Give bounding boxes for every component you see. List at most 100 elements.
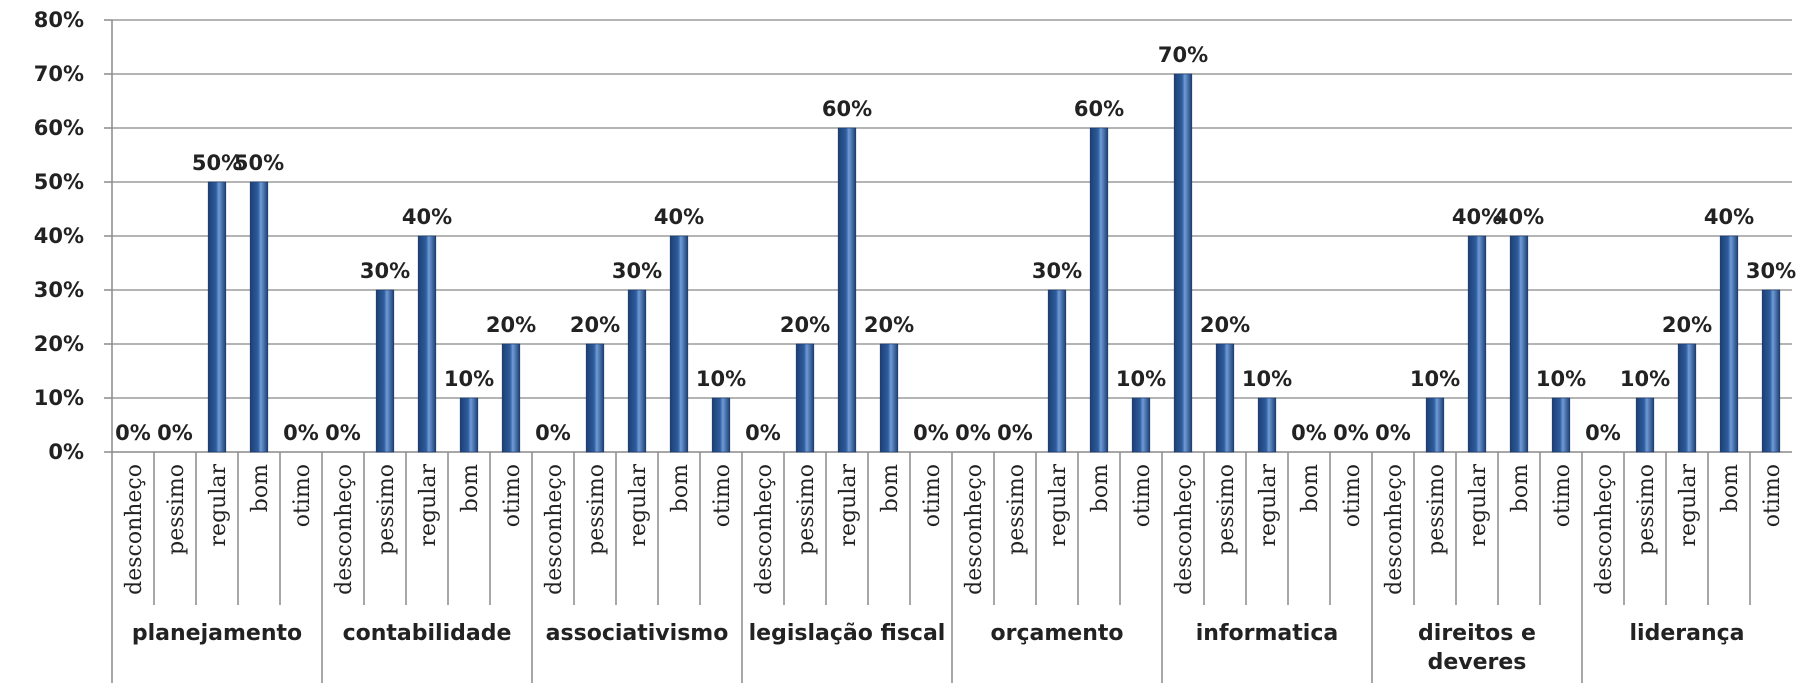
- category-label: pessimo: [164, 464, 189, 555]
- group-label: contabilidade: [343, 621, 512, 646]
- category-label: otimo: [500, 464, 525, 527]
- y-tick-label: 10%: [34, 386, 84, 410]
- bar: [249, 181, 269, 453]
- group-label: planejamento: [132, 621, 302, 646]
- bar: [1509, 235, 1529, 453]
- category-label: bom: [668, 464, 693, 512]
- data-label: 50%: [234, 151, 284, 175]
- category-label: pessimo: [1004, 464, 1029, 555]
- bar: [1215, 343, 1235, 453]
- category-label: bom: [1088, 464, 1113, 512]
- data-label: 0%: [1291, 421, 1327, 445]
- data-label: 0%: [1375, 421, 1411, 445]
- data-label: 0%: [1333, 421, 1369, 445]
- y-tick-label: 60%: [34, 116, 84, 140]
- y-tick-label: 80%: [34, 8, 84, 32]
- category-label: bom: [1718, 464, 1743, 512]
- category-label: regular: [626, 464, 651, 547]
- bar: [1719, 235, 1739, 453]
- category-label: bom: [878, 464, 903, 512]
- category-label: regular: [836, 464, 861, 547]
- bar: [1761, 289, 1781, 453]
- data-label: 0%: [745, 421, 781, 445]
- category-label: otimo: [920, 464, 945, 527]
- category-label: otimo: [290, 464, 315, 527]
- category-label: regular: [1466, 464, 1491, 547]
- data-label: 40%: [1704, 205, 1754, 229]
- category-label: desconheço: [1592, 464, 1617, 595]
- data-label: 20%: [486, 313, 536, 337]
- data-label: 0%: [157, 421, 193, 445]
- y-tick-label: 70%: [34, 62, 84, 86]
- category-label: desconheço: [1382, 464, 1407, 595]
- data-label: 10%: [1536, 367, 1586, 391]
- bar: [795, 343, 815, 453]
- bar: [585, 343, 605, 453]
- data-label: 10%: [444, 367, 494, 391]
- bar: [1551, 397, 1571, 453]
- data-label: 20%: [864, 313, 914, 337]
- category-label: bom: [1298, 464, 1323, 512]
- category-label: regular: [1676, 464, 1701, 547]
- data-label: 0%: [955, 421, 991, 445]
- data-label: 40%: [1452, 205, 1502, 229]
- data-label: 10%: [696, 367, 746, 391]
- bar: [459, 397, 479, 453]
- bar: [1635, 397, 1655, 453]
- data-label: 30%: [360, 259, 410, 283]
- y-tick-label: 20%: [34, 332, 84, 356]
- data-label: 10%: [1410, 367, 1460, 391]
- category-label: bom: [248, 464, 273, 512]
- data-label: 0%: [913, 421, 949, 445]
- bar: [1173, 73, 1193, 453]
- category-label: pessimo: [374, 464, 399, 555]
- data-label: 0%: [115, 421, 151, 445]
- bar: [669, 235, 689, 453]
- category-label: pessimo: [1634, 464, 1659, 555]
- bar: [837, 127, 857, 453]
- y-tick-label: 50%: [34, 170, 84, 194]
- data-label: 40%: [402, 205, 452, 229]
- category-label: regular: [1256, 464, 1281, 547]
- category-label: desconheço: [332, 464, 357, 595]
- bar: [1677, 343, 1697, 453]
- data-label: 20%: [1662, 313, 1712, 337]
- category-label: regular: [416, 464, 441, 547]
- data-label: 0%: [325, 421, 361, 445]
- data-label: 0%: [535, 421, 571, 445]
- data-label: 40%: [1494, 205, 1544, 229]
- data-label: 0%: [997, 421, 1033, 445]
- category-label: desconheço: [542, 464, 567, 595]
- category-label: pessimo: [1214, 464, 1239, 555]
- data-label: 40%: [654, 205, 704, 229]
- data-label: 30%: [1746, 259, 1796, 283]
- data-label: 20%: [1200, 313, 1250, 337]
- group-label-line: deveres: [1428, 650, 1527, 675]
- category-label: desconheço: [752, 464, 777, 595]
- category-label: pessimo: [794, 464, 819, 555]
- data-label: 70%: [1158, 43, 1208, 67]
- y-tick-label: 40%: [34, 224, 84, 248]
- bar: [375, 289, 395, 453]
- bar: [627, 289, 647, 453]
- data-label: 50%: [192, 151, 242, 175]
- data-label: 0%: [1585, 421, 1621, 445]
- bar: [1131, 397, 1151, 453]
- category-label: desconheço: [1172, 464, 1197, 595]
- bar: [501, 343, 521, 453]
- data-label: 30%: [1032, 259, 1082, 283]
- bar: [207, 181, 227, 453]
- group-label-line: direitos e: [1418, 621, 1536, 646]
- category-label: otimo: [1760, 464, 1785, 527]
- data-label: 10%: [1620, 367, 1670, 391]
- category-label: pessimo: [1424, 464, 1449, 555]
- category-label: otimo: [1550, 464, 1575, 527]
- bar: [711, 397, 731, 453]
- bar: [1089, 127, 1109, 453]
- category-label: desconheço: [962, 464, 987, 595]
- data-label: 10%: [1116, 367, 1166, 391]
- category-label: desconheço: [122, 464, 147, 595]
- category-label: regular: [206, 464, 231, 547]
